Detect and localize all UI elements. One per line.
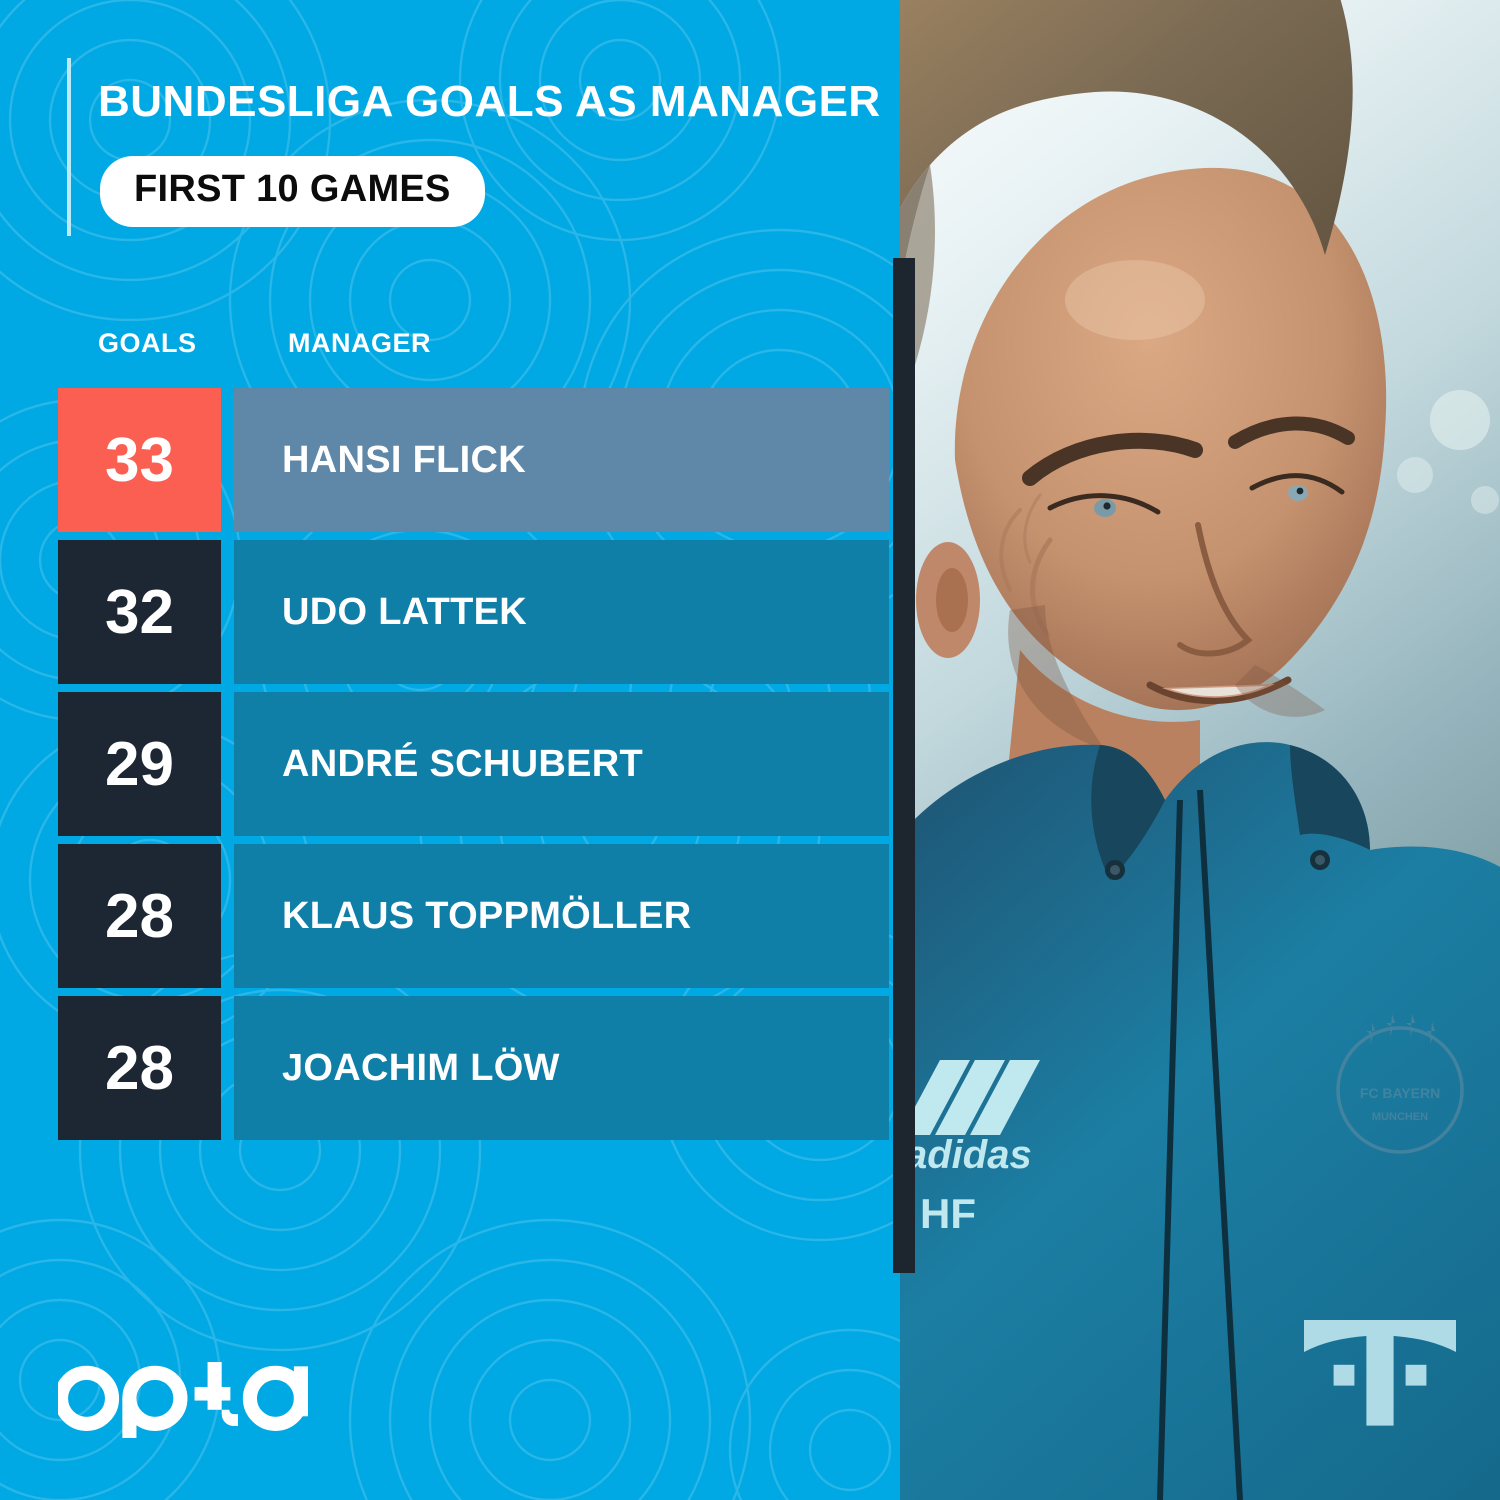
svg-text:HF: HF <box>920 1190 976 1237</box>
svg-text:adidas: adidas <box>905 1133 1032 1177</box>
svg-text:MUNCHEN: MUNCHEN <box>1372 1111 1428 1123</box>
svg-text:FC BAYERN: FC BAYERN <box>1360 1085 1440 1101</box>
